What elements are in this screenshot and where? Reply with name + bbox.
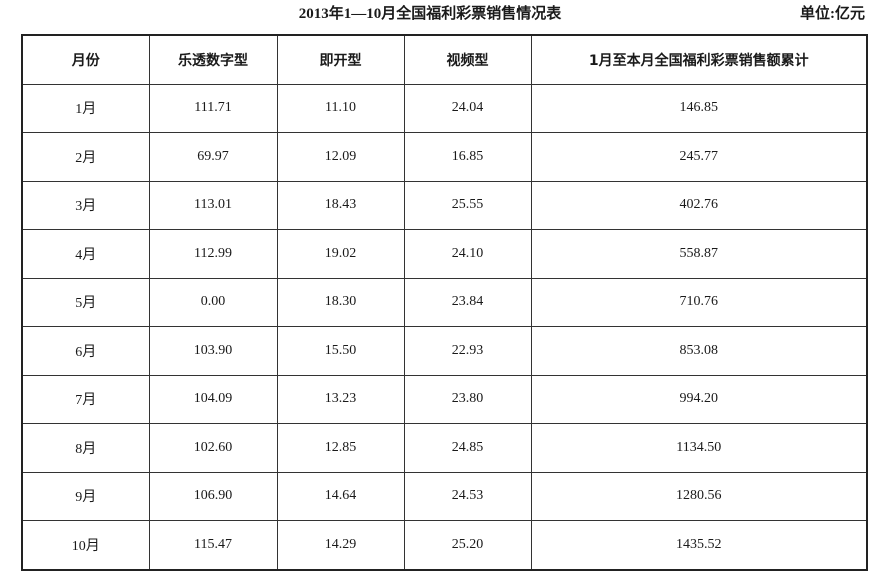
cell-instant: 14.64: [276, 471, 405, 521]
cell-cumulative: 402.76: [530, 180, 868, 230]
cell-video: 24.85: [403, 423, 532, 473]
cell-video: 25.55: [403, 180, 532, 230]
cell-video: 23.84: [403, 277, 532, 327]
unit-label: 单位:亿元: [800, 6, 865, 22]
cell-month: 7月: [21, 374, 150, 424]
cell-instant: 11.10: [276, 83, 405, 133]
cell-month: 9月: [21, 471, 150, 521]
table-row: 7月 104.09 13.23 23.80 994.20: [21, 374, 868, 424]
cell-video: 22.93: [403, 326, 532, 376]
cell-instant: 12.85: [276, 423, 405, 473]
cell-cumulative: 558.87: [530, 229, 868, 279]
cell-video: 23.80: [403, 374, 532, 424]
cell-cumulative: 710.76: [530, 277, 868, 327]
header-lotto: 乐透数字型: [148, 34, 278, 85]
lottery-sales-table: 月份 乐透数字型 即开型 视频型 1月至本月全国福利彩票销售额累计 1月 111.…: [21, 34, 868, 571]
cell-cumulative: 245.77: [530, 132, 868, 182]
cell-month: 5月: [21, 277, 150, 327]
cell-month: 6月: [21, 326, 150, 376]
cell-instant: 15.50: [276, 326, 405, 376]
cell-month: 1月: [21, 83, 150, 133]
table-row: 10月 115.47 14.29 25.20 1435.52: [21, 520, 868, 570]
cell-month: 3月: [21, 180, 150, 230]
cell-instant: 18.30: [276, 277, 405, 327]
table-row: 8月 102.60 12.85 24.85 1134.50: [21, 423, 868, 473]
cell-lotto: 106.90: [148, 471, 278, 521]
table-row: 2月 69.97 12.09 16.85 245.77: [21, 132, 868, 182]
table-row: 1月 111.71 11.10 24.04 146.85: [21, 83, 868, 133]
header-row: 月份 乐透数字型 即开型 视频型 1月至本月全国福利彩票销售额累计: [21, 34, 868, 85]
cell-lotto: 104.09: [148, 374, 278, 424]
table-title: 2013年1—10月全国福利彩票销售情况表: [298, 6, 562, 22]
cell-lotto: 111.71: [148, 83, 278, 133]
table-row: 5月 0.00 18.30 23.84 710.76: [21, 277, 868, 327]
cell-month: 8月: [21, 423, 150, 473]
table-row: 3月 113.01 18.43 25.55 402.76: [21, 180, 868, 230]
cell-cumulative: 1435.52: [530, 520, 868, 570]
cell-lotto: 103.90: [148, 326, 278, 376]
cell-instant: 19.02: [276, 229, 405, 279]
cell-instant: 14.29: [276, 520, 405, 570]
table-row: 9月 106.90 14.64 24.53 1280.56: [21, 471, 868, 521]
cell-lotto: 115.47: [148, 520, 278, 570]
cell-cumulative: 994.20: [530, 374, 868, 424]
cell-cumulative: 146.85: [530, 83, 868, 133]
cell-lotto: 112.99: [148, 229, 278, 279]
header-video: 视频型: [403, 34, 532, 85]
table-row: 6月 103.90 15.50 22.93 853.08: [21, 326, 868, 376]
table-body: 1月 111.71 11.10 24.04 146.85 2月 69.97 12.09 16.8…: [21, 83, 868, 570]
cell-cumulative: 1280.56: [530, 471, 868, 521]
header-cumulative: 1月至本月全国福利彩票销售额累计: [530, 34, 868, 85]
cell-video: 16.85: [403, 132, 532, 182]
cell-month: 2月: [21, 132, 150, 182]
cell-video: 24.10: [403, 229, 532, 279]
header-instant: 即开型: [276, 34, 405, 85]
cell-month: 10月: [21, 520, 150, 570]
cell-cumulative: 1134.50: [530, 423, 868, 473]
cell-lotto: 0.00: [148, 277, 278, 327]
cell-month: 4月: [21, 229, 150, 279]
cell-instant: 12.09: [276, 132, 405, 182]
cell-instant: 18.43: [276, 180, 405, 230]
cell-lotto: 113.01: [148, 180, 278, 230]
cell-video: 24.53: [403, 471, 532, 521]
cell-lotto: 69.97: [148, 132, 278, 182]
cell-lotto: 102.60: [148, 423, 278, 473]
cell-video: 24.04: [403, 83, 532, 133]
cell-video: 25.20: [403, 520, 532, 570]
header-month: 月份: [21, 34, 150, 85]
table-row: 4月 112.99 19.02 24.10 558.87: [21, 229, 868, 279]
cell-instant: 13.23: [276, 374, 405, 424]
cell-cumulative: 853.08: [530, 326, 868, 376]
